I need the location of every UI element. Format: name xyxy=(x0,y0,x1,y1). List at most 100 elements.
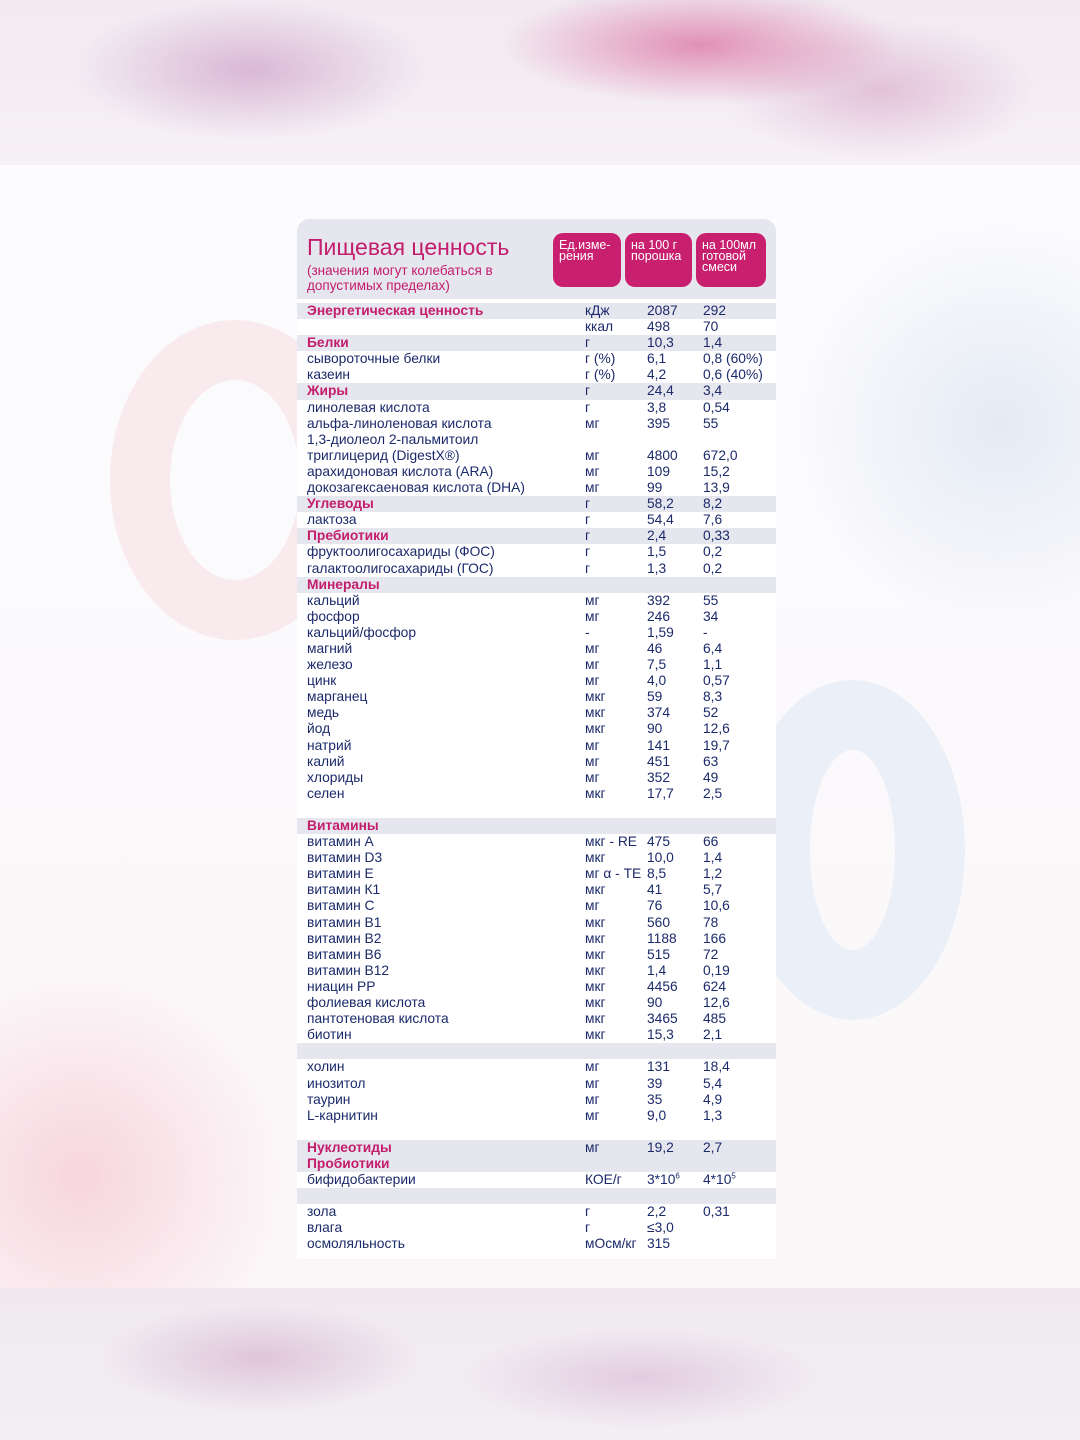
row-unit-text: мкг xyxy=(585,978,606,994)
row-value-per-100ml: 0,57 xyxy=(703,673,730,689)
table-row: 1,3-диолеол 2-пальмитоил xyxy=(297,432,776,448)
row-name-text: витамин D3 xyxy=(307,850,383,866)
row-value-per-100ml: 2,1 xyxy=(703,1027,722,1043)
row-value-per-100ml: 7,6 xyxy=(703,512,722,528)
row-unit: мОсм/кг xyxy=(585,1236,637,1252)
row-name: витамин В6 xyxy=(307,947,381,963)
column-header-per-100g-line-2: порошка xyxy=(631,249,682,263)
row-value-per-100g: 39 xyxy=(647,1076,662,1092)
row-value-per-100ml-text: 166 xyxy=(703,930,727,946)
table-row: линолевая кислота г 3,8 0,54 xyxy=(297,400,776,416)
row-value-per-100g-text: 1,3 xyxy=(647,560,667,576)
row-value-per-100g-text: 392 xyxy=(647,592,671,608)
table-row: фосфор мг 246 34 xyxy=(297,609,776,625)
row-name: витамин В1 xyxy=(307,915,381,931)
row-value-per-100g-text: 315 xyxy=(647,1236,671,1252)
row-name-text: витамин Е xyxy=(307,866,374,882)
row-value-per-100g: 1,4 xyxy=(647,963,666,979)
row-unit: мкг xyxy=(585,979,606,995)
table-row: арахидоновая кислота (ARA) мг 109 15,2 xyxy=(297,464,776,480)
row-value-per-100ml: 52 xyxy=(703,705,718,721)
row-value-per-100g: 90 xyxy=(647,721,662,737)
row-name: магний xyxy=(307,641,352,657)
nutrition-table-panel: Пищевая ценность (значения могут колебат… xyxy=(297,219,776,1259)
row-name: зола xyxy=(307,1204,336,1220)
table-spacer xyxy=(297,802,776,818)
row-name-text: медь xyxy=(307,705,340,721)
row-unit: мг xyxy=(585,464,600,480)
row-name-text: докозагексаеновая кислота (DHA) xyxy=(307,480,525,496)
row-name-text: фосфор xyxy=(307,608,360,624)
table-row: галактоолигосахариды (ГОС) г 1,3 0,2 xyxy=(297,561,776,577)
row-unit-text: мг xyxy=(585,463,600,479)
table-row: витамин В1 мкг 560 78 xyxy=(297,915,776,931)
row-unit-text: мг xyxy=(585,1107,600,1123)
row-value-per-100g: 246 xyxy=(647,609,670,625)
row-name-text: Пробиотики xyxy=(307,1155,390,1171)
row-value-per-100ml: 2,5 xyxy=(703,786,722,802)
row-name-text: цинк xyxy=(307,673,337,689)
row-unit: мкг xyxy=(585,786,606,802)
row-unit-text: мг xyxy=(585,657,600,673)
row-value-per-100ml: 72 xyxy=(703,947,718,963)
row-unit-text: г xyxy=(585,560,591,576)
table-row: лактоза г 54,4 7,6 xyxy=(297,512,776,528)
row-name: фруктоолигосахариды (ФОС) xyxy=(307,544,495,560)
row-value-per-100ml: 1,4 xyxy=(703,335,722,351)
table-row: зола г 2,2 0,31 xyxy=(297,1204,776,1220)
row-value-per-100g: 10,3 xyxy=(647,335,674,351)
row-unit-text: мкг xyxy=(585,705,606,721)
row-unit: мкг xyxy=(585,1011,606,1027)
row-value-per-100g: 35 xyxy=(647,1092,662,1108)
row-unit: мг xyxy=(585,754,600,770)
row-value-per-100g: 15,3 xyxy=(647,1027,674,1043)
row-name: кальций/фосфор xyxy=(307,625,416,641)
row-unit: мг xyxy=(585,609,600,625)
row-value-per-100g-exponent: 6 xyxy=(675,1171,680,1181)
row-value-per-100g-text: 1188 xyxy=(647,930,677,946)
row-value-per-100ml: 13,9 xyxy=(703,480,730,496)
table-row: магний мг 46 6,4 xyxy=(297,641,776,657)
row-value-per-100ml-text: 78 xyxy=(703,914,719,930)
table-row: осмоляльность мОсм/кг 315 xyxy=(297,1236,776,1252)
row-name-text: казеин xyxy=(307,367,351,383)
row-name-text: витамин К1 xyxy=(307,882,381,898)
row-name: калий xyxy=(307,754,344,770)
row-unit-text: мг xyxy=(585,415,600,431)
row-value-per-100ml-text: 0,2 xyxy=(703,560,723,576)
table-row: ниацин РР мкг 4456 624 xyxy=(297,979,776,995)
row-unit: мкг xyxy=(585,947,606,963)
row-name-text: 1,3-диолеол 2-пальмитоил xyxy=(307,431,479,447)
row-unit-text: мкг xyxy=(585,914,606,930)
row-unit-text: г xyxy=(585,528,591,544)
row-name-text: зола xyxy=(307,1204,337,1220)
row-value-per-100ml: 49 xyxy=(703,770,718,786)
row-name: Пребиотики xyxy=(307,528,389,544)
row-unit: г xyxy=(585,496,590,512)
row-value-per-100g-text: 19,2 xyxy=(647,1139,674,1155)
row-unit-text: мкг xyxy=(585,962,606,978)
row-value-per-100ml-text: 1,2 xyxy=(703,866,723,882)
row-name: Минералы xyxy=(307,577,380,593)
row-value-per-100g: 2,4 xyxy=(647,528,666,544)
row-value-per-100ml-text: 66 xyxy=(703,834,719,850)
row-value-per-100g: 7,5 xyxy=(647,657,666,673)
row-value-per-100ml: 15,2 xyxy=(703,464,730,480)
row-value-per-100ml: 18,4 xyxy=(703,1059,730,1075)
row-value-per-100ml-text: 1,4 xyxy=(703,850,723,866)
row-unit-text: г xyxy=(585,335,591,351)
row-name: сывороточные белки xyxy=(307,351,440,367)
row-value-per-100g-text: 3,8 xyxy=(647,399,667,415)
row-unit: мг xyxy=(585,641,600,657)
row-value-per-100ml-text: 292 xyxy=(703,303,727,318)
row-name-text: Энергетическая ценность xyxy=(307,303,484,318)
row-unit: мг xyxy=(585,657,600,673)
table-row: биотин мкг 15,3 2,1 xyxy=(297,1027,776,1043)
row-value-per-100g-text: ≤3,0 xyxy=(647,1220,674,1236)
table-row: пантотеновая кислота мкг 3465 485 xyxy=(297,1011,776,1027)
row-unit-text: мг xyxy=(585,769,600,785)
row-name: витамин С xyxy=(307,898,374,914)
row-value-per-100g-text: 35 xyxy=(647,1091,663,1107)
row-value-per-100ml: 63 xyxy=(703,754,718,770)
row-name: пантотеновая кислота xyxy=(307,1011,449,1027)
